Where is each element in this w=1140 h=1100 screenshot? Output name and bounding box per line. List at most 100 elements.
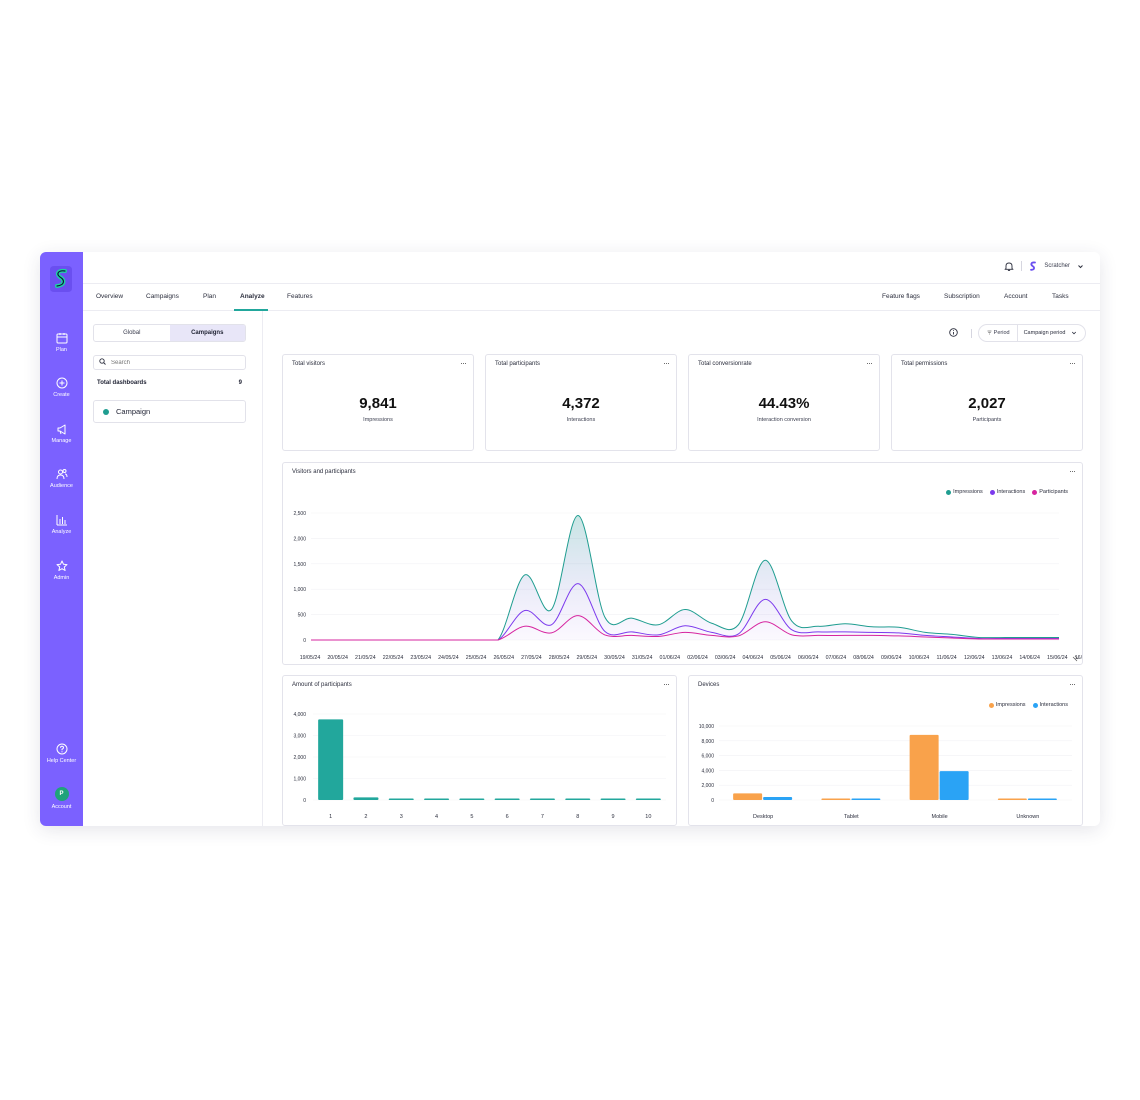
- y-tick-label: 1,000: [293, 777, 306, 783]
- x-tick-label: 20/05/24: [327, 655, 348, 661]
- y-tick-label: 3,000: [293, 734, 306, 740]
- area-fill: [311, 515, 1059, 640]
- toggle-campaigns[interactable]: Campaigns: [169, 325, 245, 341]
- card-title: Amount of participants: [292, 682, 352, 688]
- app-window: Plan Create Manage Audience: [40, 252, 1100, 826]
- card-title: Devices: [698, 682, 720, 688]
- kpi-card-total-participants: Total participants ··· 4,372 Interaction…: [485, 354, 677, 451]
- legend-label: Participants: [1039, 489, 1068, 495]
- legend-item[interactable]: Interactions: [1032, 702, 1068, 708]
- bar: [939, 771, 969, 800]
- search-input[interactable]: [93, 355, 246, 370]
- legend-item[interactable]: Participants: [1032, 489, 1068, 495]
- total-dashboards-count: 9: [238, 380, 242, 386]
- divider: [1021, 261, 1023, 271]
- legend-item[interactable]: Interactions: [989, 489, 1025, 495]
- tab-campaigns[interactable]: Campaigns: [146, 293, 179, 300]
- more-options-icon[interactable]: ···: [663, 358, 670, 368]
- y-tick-label: 10,000: [699, 724, 715, 730]
- tab-tasks[interactable]: Tasks: [1052, 293, 1069, 300]
- tab-plan[interactable]: Plan: [203, 293, 217, 300]
- bar: [763, 797, 793, 800]
- rail-item-analyze[interactable]: Analyze: [40, 514, 83, 535]
- legend-label: Impressions: [953, 489, 983, 495]
- star-icon: [56, 560, 67, 571]
- more-options-icon[interactable]: ···: [1069, 358, 1076, 368]
- rail-label: Admin: [53, 575, 70, 581]
- kpi-value: 2,027: [968, 395, 1006, 412]
- x-tick-label: 15/06/24: [1047, 655, 1068, 661]
- tab-overview[interactable]: Overview: [96, 293, 124, 300]
- card-title: Total participants: [495, 361, 541, 367]
- more-options-icon[interactable]: ···: [663, 679, 670, 689]
- x-tick-label: Unknown: [1016, 814, 1039, 820]
- kpi-card-total-visitors: Total visitors ··· 9,841 Impressions: [282, 354, 474, 451]
- list-item-campaign[interactable]: Campaign: [93, 400, 246, 423]
- x-tick-label: 10/06/24: [909, 655, 930, 661]
- kpi-value: 44.43%: [758, 395, 810, 412]
- rail-item-account[interactable]: P Account: [40, 787, 83, 810]
- x-tick-label: 1: [329, 814, 332, 820]
- brand-logo-icon[interactable]: [48, 264, 74, 294]
- legend-item[interactable]: Impressions: [988, 702, 1026, 708]
- bar-chart-icon: [56, 515, 67, 526]
- x-tick-label: 8: [576, 814, 579, 820]
- bar: [459, 798, 485, 800]
- bar: [565, 798, 591, 800]
- period-value-wrap: Campaign period: [1018, 325, 1085, 341]
- bar-chart: 0 1,000 2,000 3,000 4,000 1 2 3 4 5 6 7 8 9 10: [293, 712, 666, 820]
- line-chart: 0 500 1,000 1,500 2,000 2,500 19/05/24 20/05/24…: [293, 511, 1082, 662]
- x-tick-label: 4: [435, 814, 438, 820]
- card-title: Total permissions: [901, 361, 948, 367]
- bar: [635, 798, 661, 800]
- divider: [971, 329, 972, 338]
- x-tick-label: 22/05/24: [383, 655, 404, 661]
- x-tick-label: 10: [645, 814, 651, 820]
- help-circle-icon: [56, 743, 67, 755]
- x-tick-label: 13/06/24: [992, 655, 1013, 661]
- grouped-bar-chart: 0 2,000 4,000 6,000 8,000 10,000 Desktop Tablet…: [699, 724, 1072, 820]
- x-tick-label: 11/06/24: [936, 655, 956, 661]
- kpi-value: 9,841: [359, 395, 397, 412]
- period-value: Campaign period: [1023, 330, 1066, 336]
- legend-item[interactable]: Impressions: [946, 489, 983, 495]
- period-selector[interactable]: Period Campaign period: [977, 324, 1086, 342]
- x-tick-label: 2: [364, 814, 367, 820]
- x-tick-label: 12/06/24: [964, 655, 985, 661]
- toggle-global[interactable]: Global: [123, 330, 141, 336]
- bar: [733, 793, 763, 800]
- series-line-participants: [310, 615, 1059, 641]
- more-options-icon[interactable]: ···: [1069, 466, 1076, 476]
- chevron-down-icon[interactable]: [1077, 263, 1084, 270]
- more-options-icon[interactable]: ···: [460, 358, 467, 368]
- y-tick-label: 0: [303, 798, 306, 804]
- x-tick-label: 08/06/24: [853, 655, 874, 661]
- more-options-icon[interactable]: ···: [866, 358, 873, 368]
- rail-item-admin[interactable]: Admin: [40, 560, 83, 581]
- more-options-icon[interactable]: ···: [1069, 679, 1076, 689]
- tab-features[interactable]: Features: [287, 293, 313, 300]
- tab-subscription[interactable]: Subscription: [944, 293, 980, 300]
- chart-card-amount-participants: Amount of participants ··· 0 1,000 2,000 3,…: [282, 675, 677, 826]
- tab-feature-flags[interactable]: Feature flags: [882, 293, 920, 300]
- calendar-icon: [56, 333, 67, 344]
- chart-card-visitors-participants: Visitors and participants ··· Impression…: [282, 462, 1083, 665]
- x-tick-label: 23/05/24: [410, 655, 431, 661]
- rail-item-create[interactable]: Create: [40, 377, 83, 398]
- dashboards-panel: Global Campaigns Total dashboards 9 Camp…: [83, 311, 263, 826]
- rail-item-help-center[interactable]: Help Center: [40, 743, 83, 764]
- user-name[interactable]: Scratcher: [1044, 263, 1070, 269]
- x-tick-label: 7: [541, 814, 544, 820]
- x-tick-label: 25/05/24: [466, 655, 487, 661]
- x-tick-label: Desktop: [753, 814, 773, 820]
- x-tick-label: 05/06/24: [770, 655, 791, 661]
- kpi-card-total-permissions: Total permissions ··· 2,027 Participants: [891, 354, 1083, 451]
- tab-account[interactable]: Account: [1004, 293, 1028, 300]
- rail-item-manage[interactable]: Manage: [40, 423, 83, 444]
- info-icon[interactable]: [949, 328, 958, 337]
- x-tick-label: 29/05/24: [576, 655, 597, 661]
- rail-item-plan[interactable]: Plan: [40, 332, 83, 353]
- tab-analyze[interactable]: Analyze: [240, 293, 265, 300]
- rail-item-audience[interactable]: Audience: [40, 468, 83, 489]
- bell-icon[interactable]: [1004, 261, 1014, 271]
